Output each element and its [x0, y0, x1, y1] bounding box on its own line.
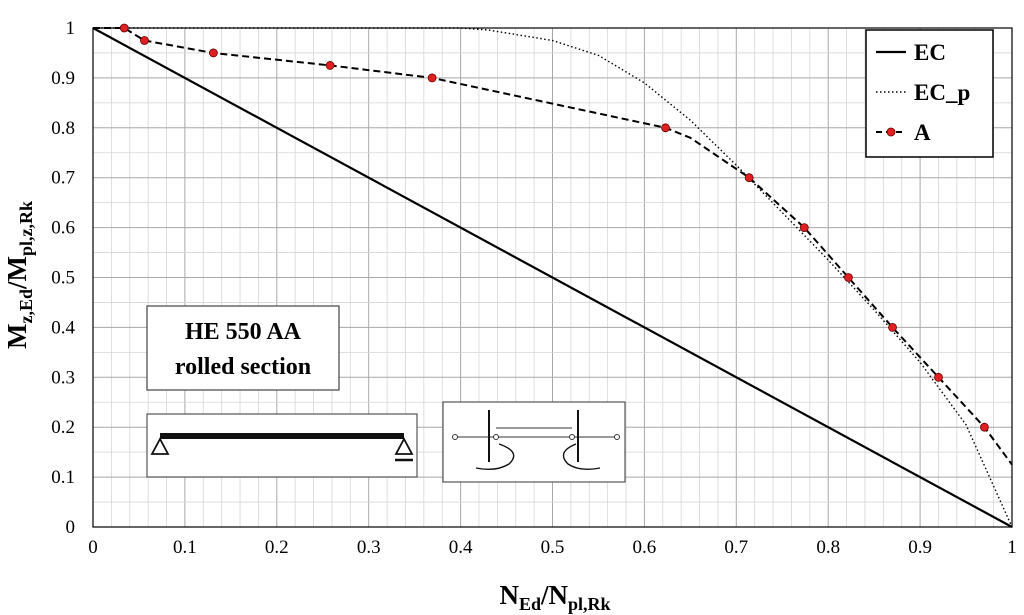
data-point-a: [799, 223, 809, 233]
y-tick-label: 0.9: [51, 68, 75, 89]
beam-sketch-box: [146, 413, 418, 478]
tick-labels: 0 0.1 0.2 0.3 0.4 0.5 0.6 0.7 0.8 0.9 1 0 0.1 0.2 0.3 0…: [51, 18, 1017, 558]
series-line-a: [93, 27, 1013, 466]
roller-support-icon: [394, 437, 414, 455]
data-point-a: [661, 123, 670, 133]
x-tick-label: 0.4: [449, 537, 473, 558]
legend-marker-a: [886, 127, 896, 137]
y-axis-label: Mz,Ed/Mpl,z,Rk: [2, 201, 36, 349]
node-left-outer: [452, 434, 458, 440]
x-tick-label: 0.9: [908, 537, 932, 558]
node-right-outer: [614, 434, 620, 440]
x-tick-label: 0.2: [265, 537, 289, 558]
end-moment-sketch: [442, 401, 626, 483]
x-tick-label: 0.5: [541, 537, 565, 558]
y-tick-label: 0.3: [51, 367, 75, 388]
legend-label-ec: EC: [914, 40, 946, 65]
data-point-a: [844, 273, 853, 282]
y-tick-label: 0.8: [51, 118, 75, 139]
section-name: HE 550 AA: [185, 319, 302, 345]
x-tick-label: 0.6: [633, 537, 657, 558]
data-point-a: [208, 48, 218, 58]
legend-label-a: A: [914, 120, 931, 145]
moment-arrow-left-icon: [475, 443, 515, 471]
x-tick-label: 0.3: [357, 537, 381, 558]
x-tick-label: 0: [88, 537, 98, 558]
series-line-ec: [92, 27, 1013, 528]
pin-support-icon: [150, 437, 170, 455]
data-point-a: [119, 23, 129, 33]
y-tick-label: 0.2: [51, 417, 75, 438]
legend-label-ec-p: EC_p: [914, 80, 970, 105]
y-tick-label: 0.5: [51, 268, 75, 289]
x-tick-label: 0.8: [816, 537, 840, 558]
plot-frame: [92, 27, 1013, 528]
y-tick-label: 0.4: [51, 317, 75, 338]
end-moment-sketch-box: [442, 401, 626, 483]
data-point-a: [744, 173, 754, 183]
y-tick-label: 1: [66, 18, 76, 39]
data-point-a: [934, 372, 943, 382]
section-annotation-box: [146, 305, 340, 391]
node-left-inner: [493, 434, 499, 440]
y-tick-label: 0: [66, 517, 76, 538]
legend: EC EC_p A: [865, 29, 994, 158]
beam-sketch: [146, 413, 418, 478]
y-tick-label: 0.6: [51, 218, 75, 239]
data-point-a: [888, 322, 897, 332]
y-tick-label: 0.1: [51, 467, 75, 488]
x-tick-label: 1: [1007, 537, 1017, 558]
section-annotation: HE 550 AA rolled section: [146, 305, 340, 391]
data-point-a: [140, 36, 149, 45]
y-tick-label: 0.7: [51, 168, 75, 189]
series-layer: [92, 23, 1013, 528]
data-point-a: [427, 73, 437, 83]
moment-arrow-right-icon: [562, 443, 601, 471]
x-tick-label: 0.7: [724, 537, 748, 558]
section-type: rolled section: [175, 354, 311, 380]
node-right-inner: [569, 434, 575, 440]
x-axis-label: NEd/Npl,Rk: [499, 580, 610, 614]
data-point-a: [325, 61, 335, 70]
data-point-a: [980, 422, 989, 432]
x-tick-label: 0.1: [173, 537, 197, 558]
